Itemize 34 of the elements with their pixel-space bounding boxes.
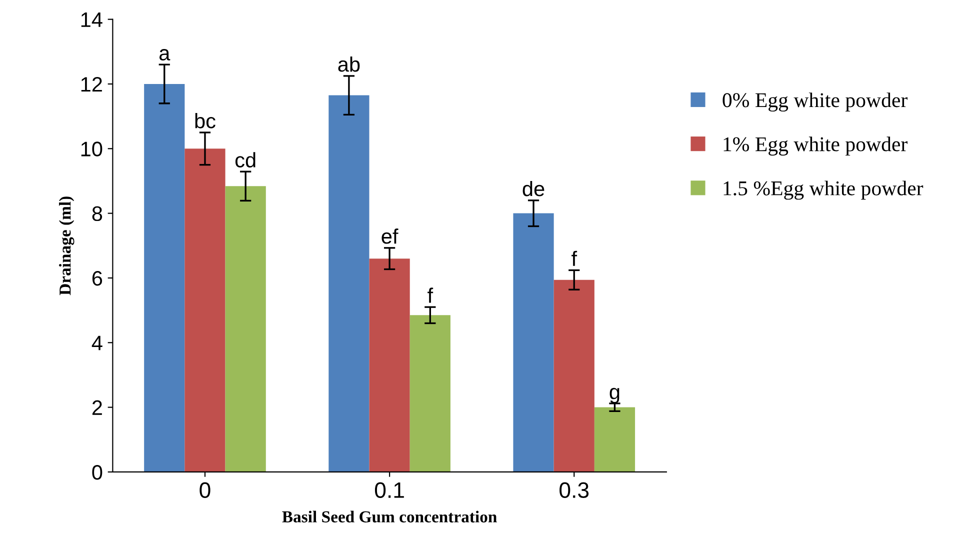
bar [410, 315, 450, 472]
annotation: bc [195, 113, 216, 128]
y-axis-title: Drainage (ml) [59, 196, 74, 296]
legend-label: 0% Egg white powder [722, 92, 908, 112]
bar [554, 280, 594, 472]
annotation: f [428, 288, 434, 303]
y-tick-label: 4 [92, 336, 102, 350]
annotation: ab [338, 56, 360, 72]
x-tick-label: 0 [200, 482, 210, 498]
bar [594, 407, 636, 472]
bar [184, 148, 226, 472]
annotation: cd [235, 152, 256, 168]
annotation: ef [382, 228, 398, 244]
y-tick-label: 6 [92, 270, 102, 286]
x-axis-title: Basil Seed Gum concentration [282, 510, 497, 522]
y-tick-label: 2 [92, 400, 102, 415]
annotation: de [522, 180, 544, 196]
y-tick-label: 10 [81, 142, 102, 156]
bar [225, 186, 266, 472]
bar [144, 84, 185, 472]
y-tick-label: 12 [81, 76, 102, 92]
annotation: g [610, 388, 620, 404]
bar [328, 95, 370, 472]
annotation: a [159, 49, 170, 60]
bar [513, 213, 554, 472]
legend-label: 1.5 %Egg white powder [724, 180, 924, 200]
y-tick-label: 14 [81, 12, 102, 27]
y-tick-label: 8 [92, 206, 102, 222]
x-tick-label: 0.3 [560, 482, 589, 498]
y-tick-label: 0 [92, 464, 102, 480]
x-tick-label: 0.1 [374, 482, 404, 498]
annotation: f [572, 250, 578, 266]
legend-label: 1% Egg white powder [724, 136, 908, 156]
bar [369, 258, 410, 472]
